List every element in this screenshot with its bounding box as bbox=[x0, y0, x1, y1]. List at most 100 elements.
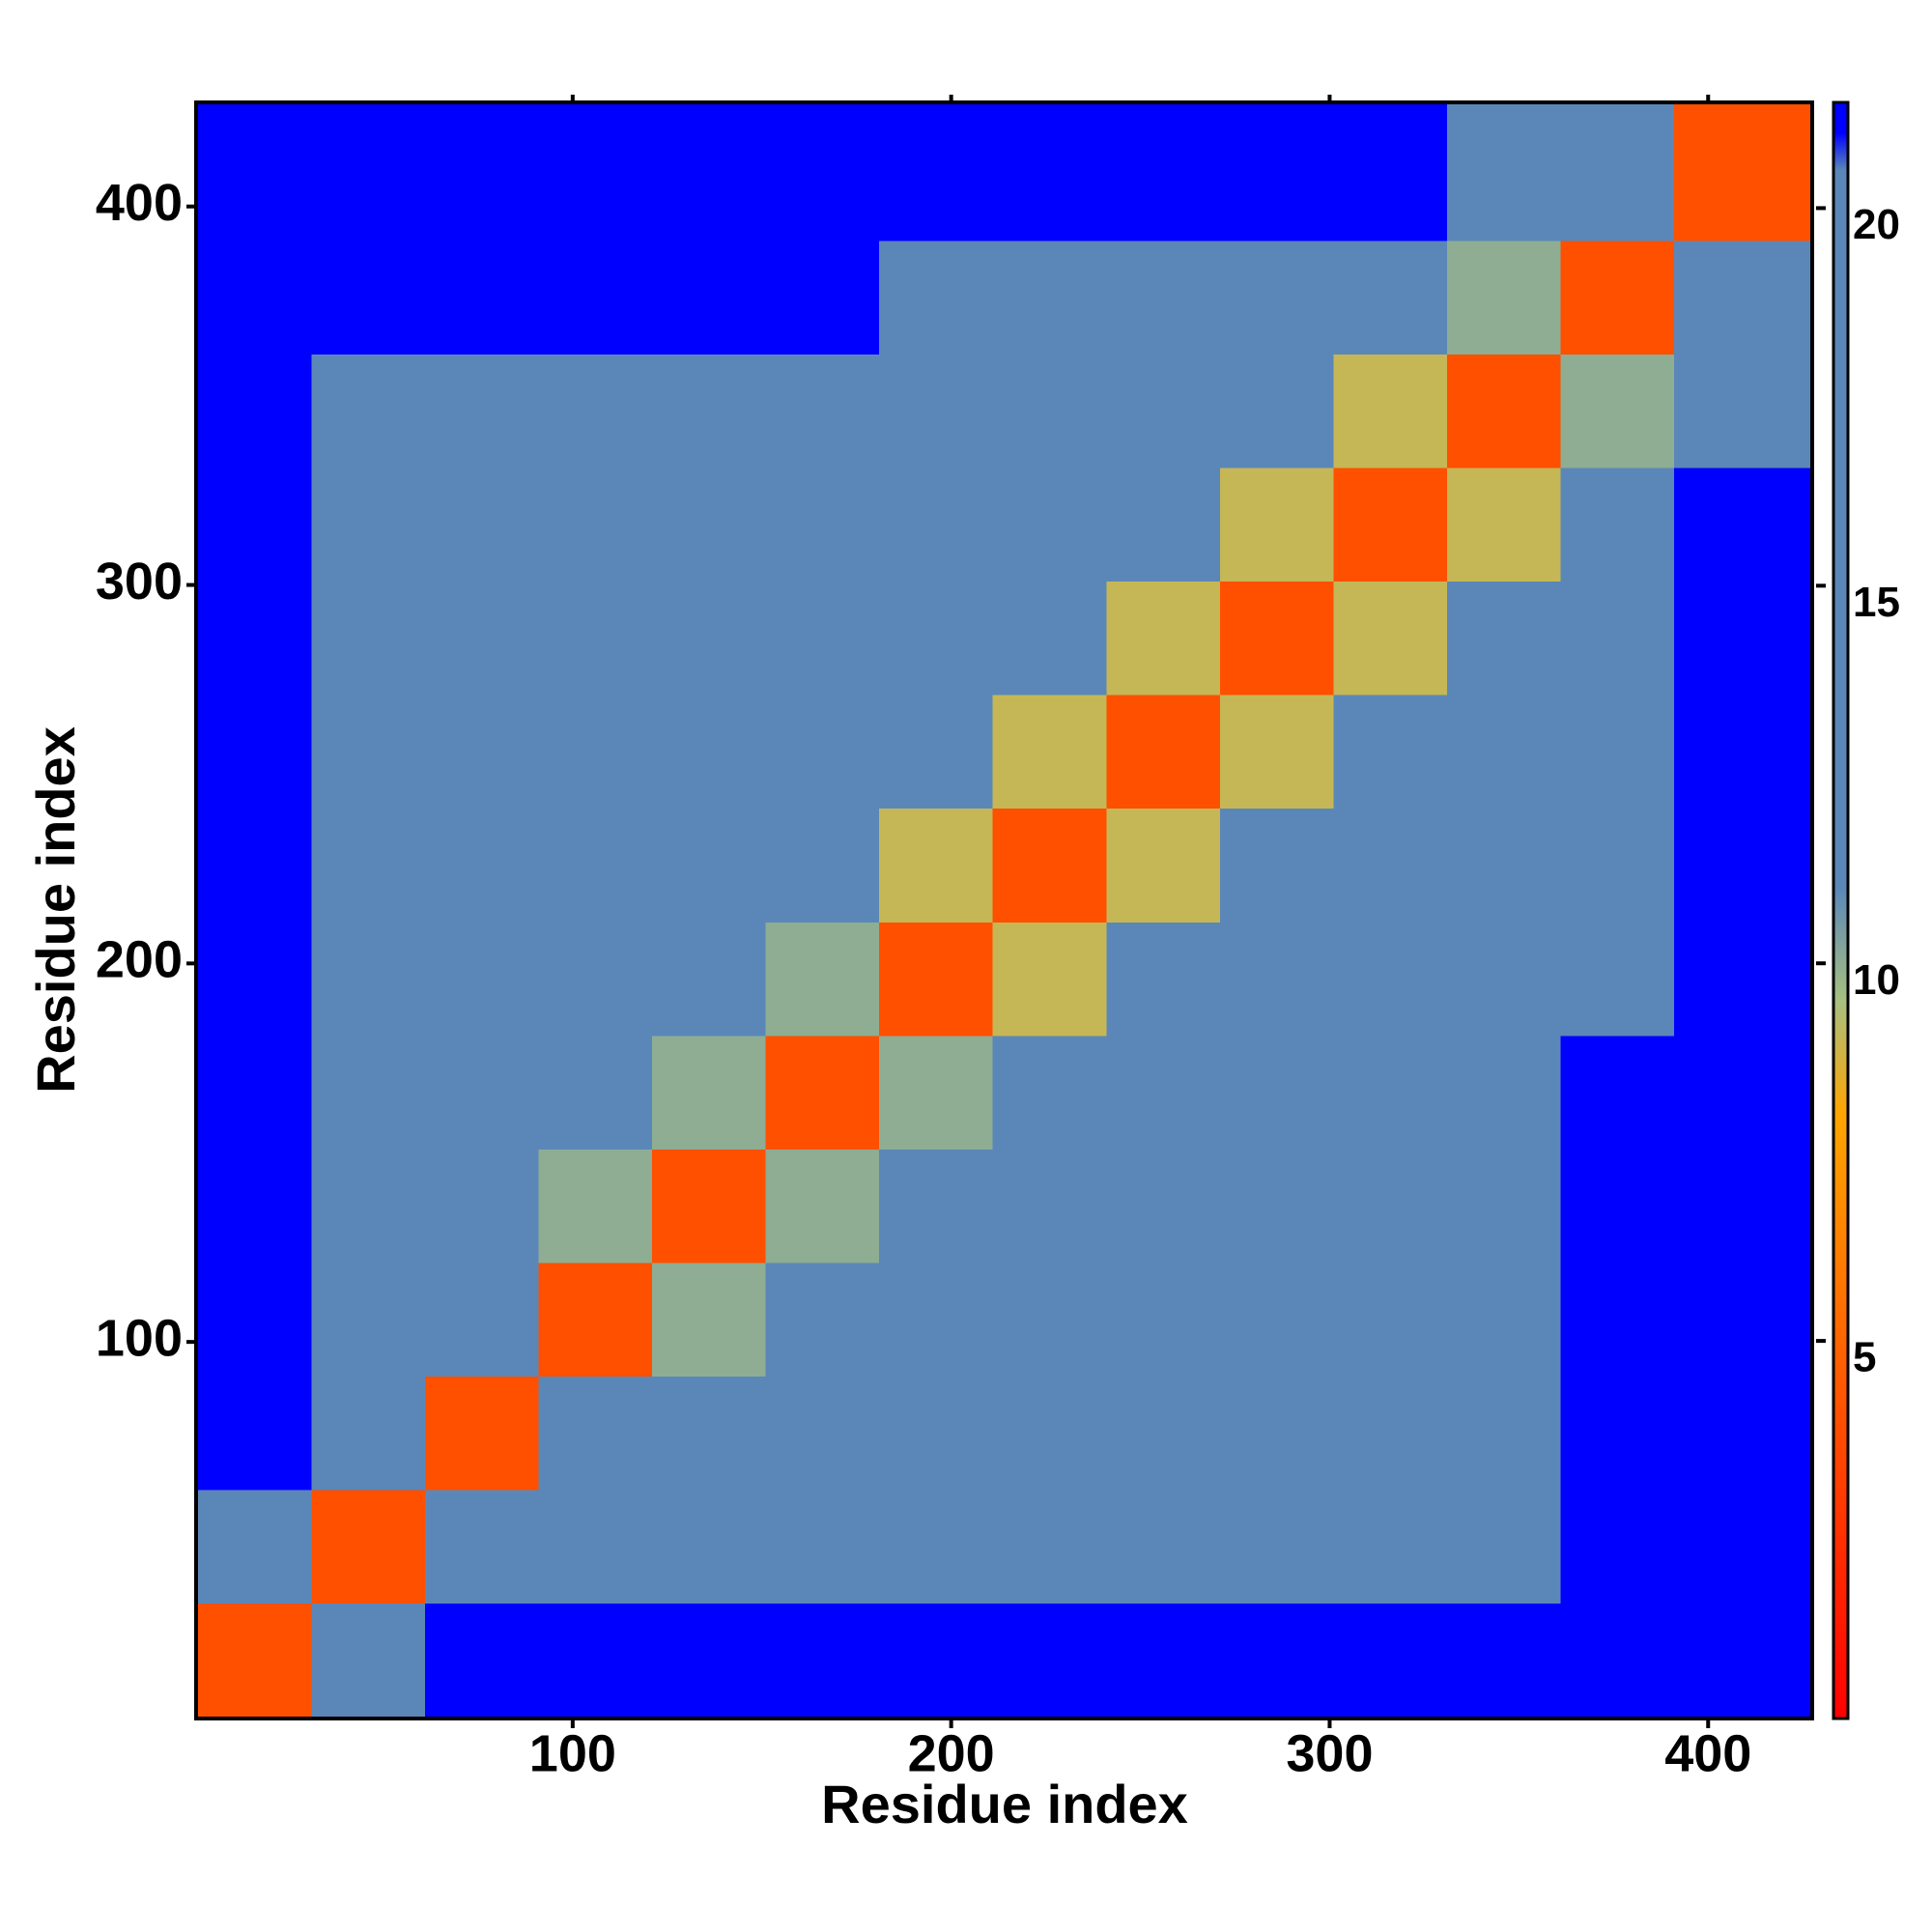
colorbar-tick-label: 15 bbox=[1853, 579, 1900, 626]
heatmap-cell bbox=[652, 1149, 767, 1264]
heatmap-cell bbox=[765, 1262, 880, 1377]
heatmap-cell bbox=[1219, 922, 1334, 1037]
heatmap-cell bbox=[538, 1603, 653, 1718]
heatmap-cell bbox=[311, 1489, 426, 1604]
heatmap-cell bbox=[1560, 1376, 1675, 1491]
y-tick-label: 200 bbox=[96, 931, 183, 989]
heatmap-cell bbox=[1333, 695, 1448, 810]
heatmap-cell bbox=[197, 241, 312, 355]
heatmap-cell bbox=[1333, 1035, 1448, 1150]
heatmap-cell bbox=[197, 1149, 312, 1264]
heatmap-cell bbox=[765, 581, 880, 696]
heatmap-cell bbox=[311, 1149, 426, 1264]
heatmap-cell bbox=[1673, 1489, 1811, 1604]
heatmap-cell bbox=[538, 103, 653, 242]
heatmap-cell bbox=[879, 1489, 994, 1604]
heatmap-cell bbox=[879, 808, 994, 923]
colorbar-tick-label: 10 bbox=[1853, 956, 1900, 1004]
heatmap-cell bbox=[652, 1603, 767, 1718]
heatmap-cell bbox=[425, 1149, 540, 1264]
heatmap-cell bbox=[879, 241, 994, 355]
heatmap-cell bbox=[992, 1035, 1107, 1150]
heatmap-cell bbox=[1333, 1603, 1448, 1718]
heatmap-cell bbox=[652, 695, 767, 810]
heatmap-cell bbox=[652, 354, 767, 469]
heatmap-cell bbox=[311, 695, 426, 810]
heatmap-cell bbox=[1106, 1489, 1221, 1604]
heatmap-cell bbox=[1219, 354, 1334, 469]
heatmap-cell bbox=[311, 1262, 426, 1377]
heatmap-cell bbox=[1560, 581, 1675, 696]
heatmap-cell bbox=[1560, 922, 1675, 1037]
heatmap-cell bbox=[1673, 241, 1811, 355]
heatmap-cell bbox=[1219, 1262, 1334, 1377]
heatmap-cell bbox=[1560, 1149, 1675, 1264]
heatmap-cell bbox=[1446, 695, 1561, 810]
heatmap-cell bbox=[197, 808, 312, 923]
heatmap-cell bbox=[765, 808, 880, 923]
heatmap-cell bbox=[197, 103, 312, 242]
heatmap-cell bbox=[1219, 1035, 1334, 1150]
heatmap-cell bbox=[1673, 1603, 1811, 1718]
heatmap-cell bbox=[1219, 103, 1334, 242]
heatmap-cell bbox=[311, 1376, 426, 1491]
heatmap-cell bbox=[652, 1376, 767, 1491]
heatmap-cell bbox=[538, 581, 653, 696]
heatmap-cell bbox=[538, 922, 653, 1037]
x-tick-label: 100 bbox=[529, 1724, 616, 1782]
heatmap-cell bbox=[992, 922, 1107, 1037]
heatmap-cell bbox=[1560, 468, 1675, 582]
heatmap-cell bbox=[538, 808, 653, 923]
heatmap-cell bbox=[1446, 103, 1561, 242]
heatmap-cell bbox=[879, 103, 994, 242]
heatmap-cell bbox=[765, 468, 880, 582]
heatmap-cell bbox=[1106, 1376, 1221, 1491]
heatmap-cell bbox=[538, 1376, 653, 1491]
heatmap-cell bbox=[425, 103, 540, 242]
heatmap-cell bbox=[992, 1262, 1107, 1377]
heatmap-cell bbox=[1106, 103, 1221, 242]
heatmap-cell bbox=[311, 103, 426, 242]
colorbar-tick-label: 5 bbox=[1853, 1334, 1876, 1381]
heatmap-cell bbox=[652, 103, 767, 242]
heatmap-cell bbox=[1333, 1489, 1448, 1604]
heatmap-cell bbox=[1106, 354, 1221, 469]
heatmap-cell bbox=[425, 808, 540, 923]
heatmap-cell bbox=[765, 1035, 880, 1150]
heatmap-cell bbox=[538, 1262, 653, 1377]
heatmap-cell bbox=[197, 922, 312, 1037]
heatmap-cell bbox=[538, 468, 653, 582]
heatmap-cell bbox=[311, 354, 426, 469]
heatmap-cell bbox=[538, 1149, 653, 1264]
heatmap-cell bbox=[1106, 581, 1221, 696]
heatmap-cell bbox=[1106, 241, 1221, 355]
y-tick-label: 400 bbox=[96, 174, 183, 232]
heatmap-cell bbox=[765, 1489, 880, 1604]
heatmap-cell bbox=[992, 468, 1107, 582]
heatmap-cell bbox=[652, 1035, 767, 1150]
heatmap-cell bbox=[765, 922, 880, 1037]
heatmap-cell bbox=[1446, 1376, 1561, 1491]
x-tick-label: 400 bbox=[1664, 1724, 1751, 1782]
heatmap-cell bbox=[197, 1262, 312, 1377]
heatmap-cell bbox=[765, 354, 880, 469]
heatmap-cell bbox=[1446, 241, 1561, 355]
heatmap-cell bbox=[1446, 1262, 1561, 1377]
heatmap-cell bbox=[1333, 103, 1448, 242]
heatmap-cell bbox=[1673, 1376, 1811, 1491]
heatmap-cell bbox=[1106, 922, 1221, 1037]
heatmap-cell bbox=[311, 922, 426, 1037]
colorbar bbox=[1832, 100, 1850, 1720]
heatmap-cell bbox=[1333, 1149, 1448, 1264]
heatmap-cell bbox=[879, 354, 994, 469]
heatmap-cell bbox=[652, 808, 767, 923]
heatmap-cell bbox=[1673, 581, 1811, 696]
heatmap-cell bbox=[197, 1603, 312, 1718]
heatmap-cell bbox=[1673, 922, 1811, 1037]
y-tick-label: 100 bbox=[96, 1309, 183, 1367]
heatmap-cell bbox=[311, 808, 426, 923]
heatmap-cell bbox=[652, 241, 767, 355]
heatmap-cell bbox=[879, 468, 994, 582]
heatmap-cell bbox=[1446, 1149, 1561, 1264]
heatmap-cell bbox=[1106, 1262, 1221, 1377]
